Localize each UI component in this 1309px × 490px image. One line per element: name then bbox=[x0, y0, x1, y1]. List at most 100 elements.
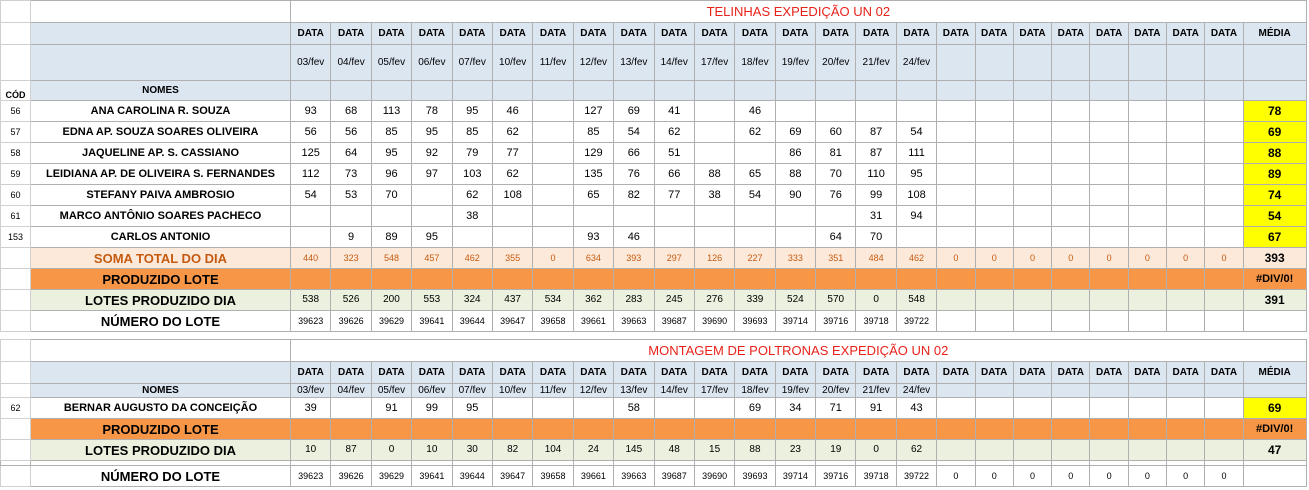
value-cell[interactable] bbox=[653, 397, 695, 419]
date-header[interactable] bbox=[974, 44, 1014, 81]
average-cell[interactable]: 67 bbox=[1242, 226, 1307, 248]
numero-cell[interactable]: 39658 bbox=[532, 465, 574, 487]
data-header[interactable]: DATA bbox=[774, 22, 817, 45]
soma-cell[interactable]: 351 bbox=[815, 247, 857, 269]
value-cell[interactable] bbox=[1127, 100, 1168, 122]
produzido-cell[interactable] bbox=[1051, 268, 1091, 290]
lotes-cell[interactable]: 339 bbox=[734, 289, 776, 311]
produzido-cell[interactable] bbox=[653, 418, 695, 440]
numero-cell[interactable]: 39722 bbox=[895, 310, 938, 332]
employee-name[interactable]: ANA CAROLINA R. SOUZA bbox=[30, 100, 291, 122]
value-cell[interactable]: 113 bbox=[370, 100, 413, 122]
numero-cell[interactable]: 0 bbox=[1051, 465, 1091, 487]
lotes-cell[interactable]: 24 bbox=[572, 439, 615, 461]
value-cell[interactable] bbox=[1127, 397, 1168, 419]
value-cell[interactable]: 77 bbox=[653, 184, 695, 206]
produzido-cell[interactable] bbox=[774, 418, 817, 440]
numero-cell[interactable]: 39644 bbox=[451, 310, 493, 332]
value-cell[interactable]: 87 bbox=[855, 121, 897, 143]
numero-cell[interactable]: 39661 bbox=[572, 310, 615, 332]
numero-cell[interactable]: 39714 bbox=[774, 465, 817, 487]
produzido-cell[interactable] bbox=[855, 268, 897, 290]
value-cell[interactable]: 108 bbox=[895, 184, 938, 206]
value-cell[interactable]: 108 bbox=[491, 184, 534, 206]
value-cell[interactable] bbox=[330, 205, 372, 227]
soma-cell[interactable]: 126 bbox=[693, 247, 736, 269]
value-cell[interactable]: 62 bbox=[653, 121, 695, 143]
average-cell[interactable]: 69 bbox=[1242, 397, 1307, 419]
value-cell[interactable]: 60 bbox=[815, 121, 857, 143]
lotes-cell[interactable]: 200 bbox=[370, 289, 413, 311]
data-header[interactable]: DATA bbox=[1204, 361, 1244, 384]
value-cell[interactable]: 95 bbox=[451, 100, 493, 122]
empty-cell[interactable] bbox=[1242, 310, 1307, 332]
lotes-cell[interactable]: 23 bbox=[774, 439, 817, 461]
data-header[interactable]: DATA bbox=[370, 361, 413, 384]
numero-cell[interactable]: 0 bbox=[1166, 465, 1206, 487]
numero-cell[interactable]: 0 bbox=[974, 465, 1014, 487]
value-cell[interactable] bbox=[532, 163, 574, 185]
data-header[interactable]: DATA bbox=[613, 22, 655, 45]
value-cell[interactable] bbox=[974, 163, 1014, 185]
value-cell[interactable] bbox=[1089, 121, 1129, 143]
value-cell[interactable] bbox=[1166, 184, 1206, 206]
date-header[interactable]: 12/fev bbox=[572, 383, 615, 398]
data-header[interactable]: DATA bbox=[774, 361, 817, 384]
numero-cell[interactable]: 39714 bbox=[774, 310, 817, 332]
numero-cell[interactable]: 39629 bbox=[370, 310, 413, 332]
value-cell[interactable] bbox=[572, 397, 615, 419]
produzido-cell[interactable] bbox=[1012, 268, 1053, 290]
numero-cell[interactable]: 39629 bbox=[370, 465, 413, 487]
value-cell[interactable] bbox=[974, 184, 1014, 206]
cod-cell[interactable] bbox=[0, 0, 31, 23]
value-cell[interactable] bbox=[451, 226, 493, 248]
empty-cell[interactable] bbox=[1051, 80, 1091, 101]
value-cell[interactable]: 31 bbox=[855, 205, 897, 227]
produzido-cell[interactable] bbox=[734, 268, 776, 290]
value-cell[interactable]: 69 bbox=[734, 397, 776, 419]
value-cell[interactable]: 78 bbox=[411, 100, 453, 122]
numero-label[interactable]: NÚMERO DO LOTE bbox=[30, 465, 291, 487]
value-cell[interactable]: 38 bbox=[451, 205, 493, 227]
value-cell[interactable]: 34 bbox=[774, 397, 817, 419]
numero-cell[interactable] bbox=[974, 310, 1014, 332]
value-cell[interactable]: 54 bbox=[613, 121, 655, 143]
date-header[interactable]: 06/fev bbox=[411, 44, 453, 81]
numero-cell[interactable]: 39641 bbox=[411, 465, 453, 487]
data-header[interactable]: DATA bbox=[411, 361, 453, 384]
data-header[interactable]: DATA bbox=[653, 22, 695, 45]
value-cell[interactable]: 90 bbox=[774, 184, 817, 206]
value-cell[interactable] bbox=[491, 397, 534, 419]
value-cell[interactable] bbox=[330, 397, 372, 419]
value-cell[interactable] bbox=[1089, 142, 1129, 164]
numero-cell[interactable]: 39718 bbox=[855, 310, 897, 332]
lotes-cell[interactable] bbox=[1204, 439, 1244, 461]
produzido-cell[interactable] bbox=[1127, 418, 1168, 440]
nomes-label[interactable]: NOMES bbox=[30, 383, 291, 398]
date-header[interactable] bbox=[1089, 44, 1129, 81]
value-cell[interactable] bbox=[974, 121, 1014, 143]
data-header[interactable]: DATA bbox=[693, 22, 736, 45]
numero-cell[interactable] bbox=[1089, 310, 1129, 332]
produzido-cell[interactable] bbox=[330, 418, 372, 440]
date-header[interactable]: 10/fev bbox=[491, 383, 534, 398]
value-cell[interactable]: 110 bbox=[855, 163, 897, 185]
produzido-cell[interactable] bbox=[815, 268, 857, 290]
value-cell[interactable] bbox=[855, 100, 897, 122]
value-cell[interactable] bbox=[974, 226, 1014, 248]
numero-cell[interactable]: 39690 bbox=[693, 310, 736, 332]
produzido-cell[interactable] bbox=[411, 418, 453, 440]
average-cell[interactable]: 54 bbox=[1242, 205, 1307, 227]
value-cell[interactable]: 58 bbox=[613, 397, 655, 419]
value-cell[interactable]: 70 bbox=[855, 226, 897, 248]
lotes-cell[interactable]: 548 bbox=[895, 289, 938, 311]
lotes-average[interactable]: 47 bbox=[1242, 439, 1307, 461]
value-cell[interactable]: 69 bbox=[774, 121, 817, 143]
empty-cell[interactable] bbox=[1204, 80, 1244, 101]
data-header[interactable]: DATA bbox=[289, 22, 332, 45]
date-header[interactable] bbox=[1089, 383, 1129, 398]
value-cell[interactable] bbox=[1012, 184, 1053, 206]
date-header[interactable] bbox=[1051, 44, 1091, 81]
date-header[interactable]: 20/fev bbox=[815, 383, 857, 398]
produzido-cell[interactable] bbox=[572, 418, 615, 440]
